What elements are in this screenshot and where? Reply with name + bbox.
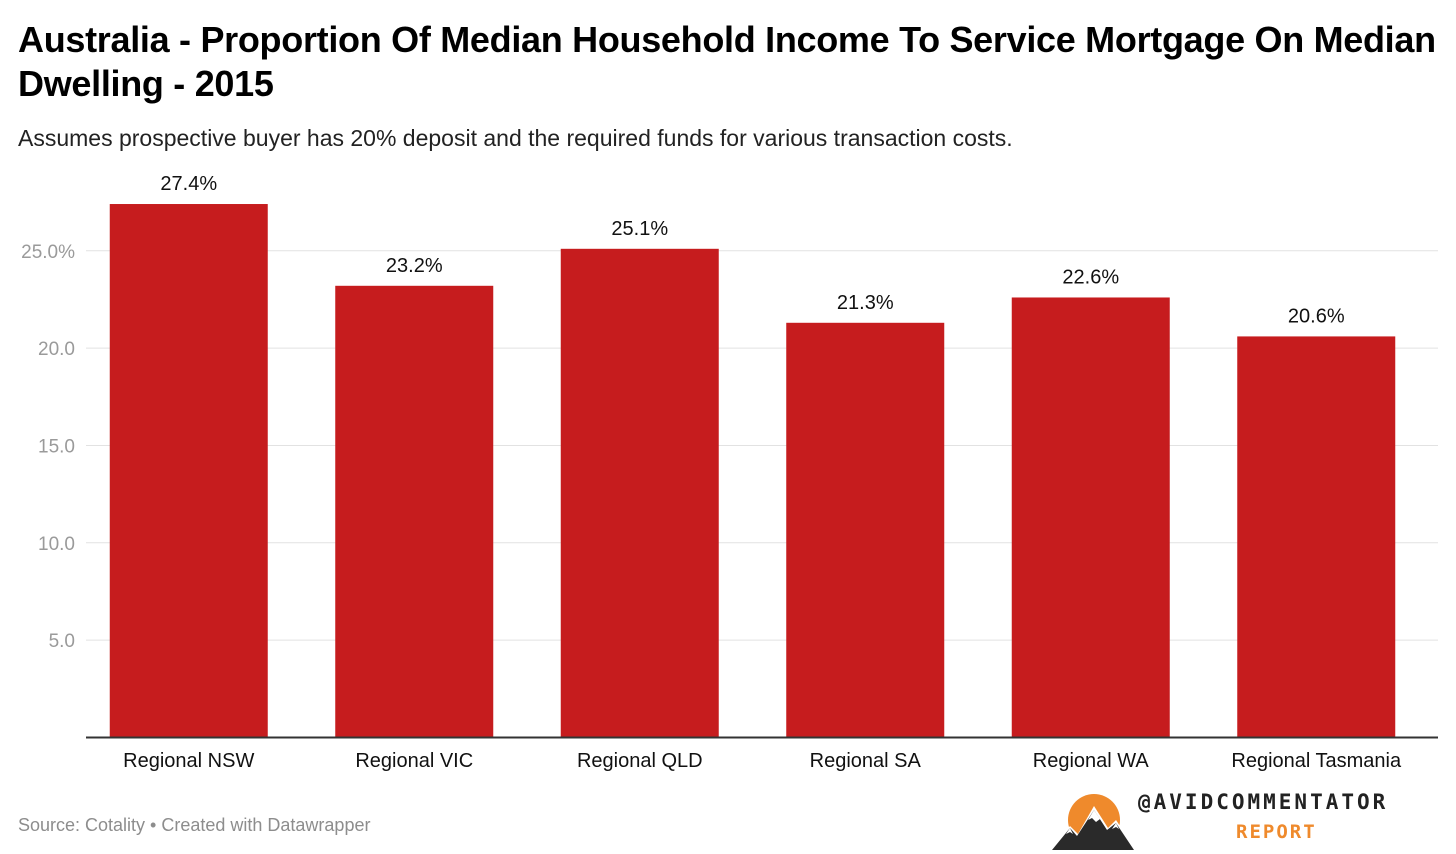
value-labels: 27.4% 23.2% 25.1% 21.3% 22.6% 20.6% — [160, 173, 1344, 327]
y-tick-label: 10.0 — [38, 534, 75, 555]
brand-subtitle: REPORT — [1236, 821, 1317, 843]
chart-subtitle: Assumes prospective buyer has 20% deposi… — [18, 125, 1013, 151]
y-tick-label: 15.0 — [38, 436, 75, 457]
x-tick-label: Regional VIC — [355, 750, 473, 772]
value-label: 25.1% — [611, 218, 668, 240]
bar-chart: 5.0 10.0 15.0 20.0 25.0% 27.4% 23.2% 25.1% 21.3… — [21, 173, 1438, 772]
chart-title: Australia - Proportion Of Median Househo… — [18, 19, 1436, 104]
x-tick-label: Regional SA — [810, 750, 922, 772]
x-tick-label: Regional NSW — [123, 750, 254, 772]
x-tick-label: Regional Tasmania — [1231, 750, 1402, 772]
bar — [560, 248, 719, 738]
x-axis-ticks: Regional NSW Regional VIC Regional QLD Regi… — [123, 750, 1402, 772]
y-axis-ticks: 5.0 10.0 15.0 20.0 25.0% — [21, 242, 75, 652]
value-label: 21.3% — [837, 292, 894, 314]
y-tick-label: 25.0% — [21, 242, 75, 263]
source-note: Source: Cotality • Created with Datawrap… — [18, 815, 371, 835]
mountain-sun-icon — [1050, 794, 1136, 850]
value-label: 22.6% — [1062, 266, 1119, 288]
bar — [1237, 336, 1396, 738]
bars — [109, 204, 1396, 738]
brand-handle: @AVIDCOMMENTATOR — [1138, 790, 1389, 814]
bar — [786, 322, 945, 738]
bar — [335, 285, 494, 738]
x-tick-label: Regional QLD — [577, 750, 703, 772]
value-label: 20.6% — [1288, 305, 1345, 327]
bar — [1011, 297, 1170, 738]
value-label: 27.4% — [160, 173, 217, 195]
gridlines — [86, 250, 1438, 641]
x-tick-label: Regional WA — [1033, 750, 1150, 772]
brand-watermark: @AVIDCOMMENTATOR REPORT — [1050, 786, 1450, 850]
value-label: 23.2% — [386, 255, 443, 277]
y-tick-label: 20.0 — [38, 339, 75, 360]
bar — [109, 204, 268, 738]
y-tick-label: 5.0 — [49, 631, 75, 652]
